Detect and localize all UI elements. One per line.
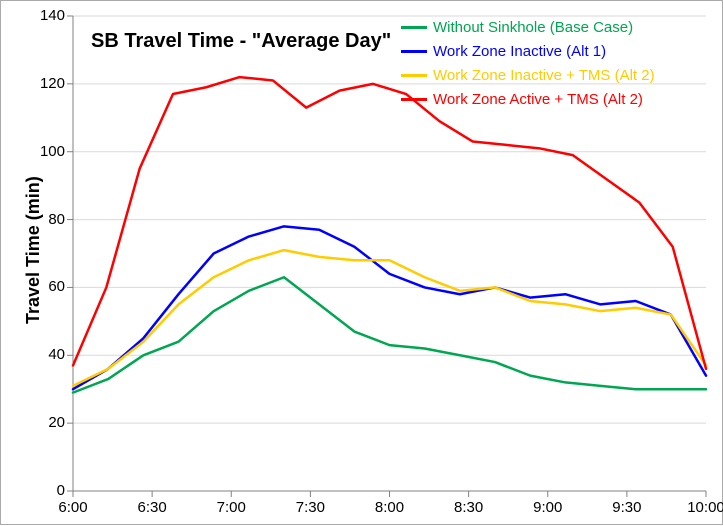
legend-swatch	[401, 26, 427, 29]
x-tick-label: 8:30	[449, 499, 489, 516]
legend-label: Work Zone Inactive + TMS (Alt 2)	[433, 67, 655, 84]
x-tick-label: 9:00	[528, 499, 568, 516]
legend-swatch	[401, 50, 427, 53]
y-tick-label: 140	[31, 7, 65, 24]
legend-label: Work Zone Active + TMS (Alt 2)	[433, 91, 643, 108]
legend-item: Without Sinkhole (Base Case)	[401, 16, 655, 38]
x-tick-label: 8:00	[370, 499, 410, 516]
legend-swatch	[401, 98, 427, 101]
x-tick-label: 7:00	[211, 499, 251, 516]
legend-item: Work Zone Active + TMS (Alt 2)	[401, 88, 655, 110]
legend: Without Sinkhole (Base Case) Work Zone In…	[401, 16, 655, 112]
legend-label: Work Zone Inactive (Alt 1)	[433, 43, 606, 60]
y-tick-label: 60	[31, 278, 65, 295]
legend-swatch	[401, 74, 427, 77]
y-tick-label: 120	[31, 75, 65, 92]
x-tick-label: 6:30	[132, 499, 172, 516]
x-tick-label: 7:30	[290, 499, 330, 516]
legend-item: Work Zone Inactive + TMS (Alt 2)	[401, 64, 655, 86]
y-tick-label: 0	[31, 482, 65, 499]
y-tick-label: 20	[31, 414, 65, 431]
chart-title: SB Travel Time - "Average Day"	[91, 30, 391, 53]
x-tick-label: 10:00	[686, 499, 723, 516]
legend-item: Work Zone Inactive (Alt 1)	[401, 40, 655, 62]
chart-container: SB Travel Time - "Average Day" Travel Ti…	[0, 0, 723, 525]
x-tick-label: 6:00	[53, 499, 93, 516]
legend-label: Without Sinkhole (Base Case)	[433, 19, 633, 36]
y-tick-label: 40	[31, 346, 65, 363]
y-axis-label: Travel Time (min)	[23, 176, 44, 324]
x-tick-label: 9:30	[607, 499, 647, 516]
y-tick-label: 80	[31, 211, 65, 228]
y-tick-label: 100	[31, 143, 65, 160]
